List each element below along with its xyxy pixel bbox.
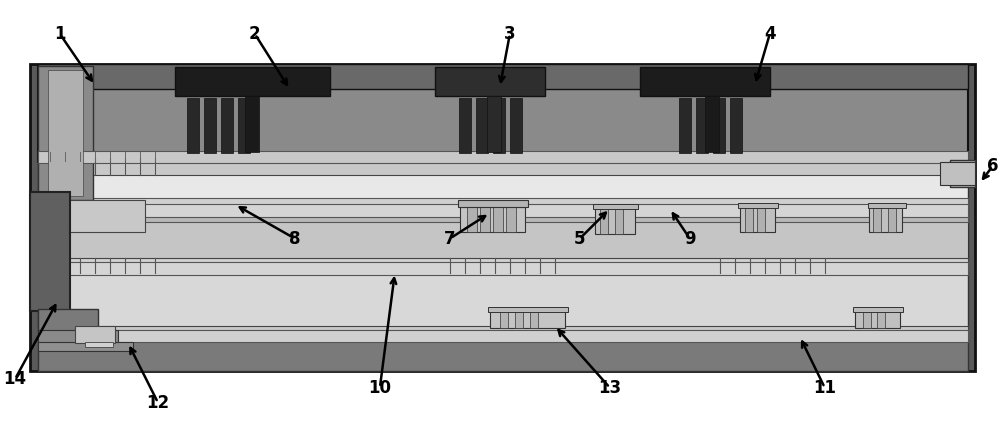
Bar [38,66,968,162]
Bar [187,98,199,153]
Bar [679,98,691,153]
Bar [38,339,968,371]
Bar [238,98,250,153]
Text: 11: 11 [813,379,836,397]
Bar [757,207,765,232]
Bar [204,98,216,153]
Bar [877,311,885,328]
Bar [38,151,968,163]
Bar [38,258,968,273]
Bar [38,330,118,343]
Bar [30,192,70,311]
Text: 12: 12 [146,394,170,412]
Text: 8: 8 [289,230,301,248]
Bar [75,326,115,343]
Text: 3: 3 [504,25,516,43]
Text: 10: 10 [368,379,391,397]
Bar [38,330,968,342]
Bar [515,311,523,328]
Bar [506,204,516,232]
Bar [458,200,528,207]
Bar [435,67,545,96]
Bar [853,307,903,312]
Bar [888,207,896,232]
Bar [460,207,525,232]
Text: 4: 4 [764,25,776,43]
Bar [593,204,638,209]
Bar [48,70,83,196]
Bar [459,98,471,153]
Bar [38,342,133,351]
Bar [705,96,719,152]
Bar [245,96,259,152]
Bar [950,160,975,187]
Text: 7: 7 [444,230,456,248]
Bar [476,98,488,153]
Bar [530,311,538,328]
Bar [863,311,871,328]
Bar [855,311,900,328]
Bar [38,152,968,161]
Bar [38,66,93,200]
Text: 9: 9 [684,230,696,248]
Bar [640,67,770,96]
Text: 5: 5 [574,230,586,248]
Text: 1: 1 [54,25,66,43]
Bar [38,309,98,332]
Bar [500,311,508,328]
Bar [869,207,902,232]
Bar [490,311,565,328]
Bar [467,204,477,232]
Bar [873,207,881,232]
Bar [600,207,608,234]
Text: 13: 13 [598,379,621,397]
Bar [868,203,906,208]
Bar [60,200,145,232]
Bar [85,342,113,347]
Bar [38,207,968,213]
Bar [745,207,753,232]
Bar [940,162,975,185]
Bar [38,271,968,328]
Bar [38,160,968,260]
Bar [221,98,233,153]
Text: 14: 14 [3,370,27,388]
Text: 2: 2 [249,25,261,43]
Bar [740,207,775,232]
Bar [615,207,623,234]
Bar [38,204,968,217]
Bar [480,204,490,232]
Bar [38,209,968,260]
Bar [493,204,503,232]
Bar [510,98,522,153]
Bar [595,207,635,234]
Bar [487,96,501,152]
Bar [38,262,968,275]
Bar [175,67,330,96]
Bar [738,203,778,208]
Bar [493,98,505,153]
Bar [38,326,968,341]
Bar [38,158,968,175]
Bar [730,98,742,153]
Bar [30,64,975,371]
Text: 6: 6 [987,157,998,175]
Bar [488,307,568,312]
Bar [38,198,968,209]
Bar [696,98,708,153]
Bar [38,64,968,89]
Bar [38,211,968,222]
Bar [713,98,725,153]
